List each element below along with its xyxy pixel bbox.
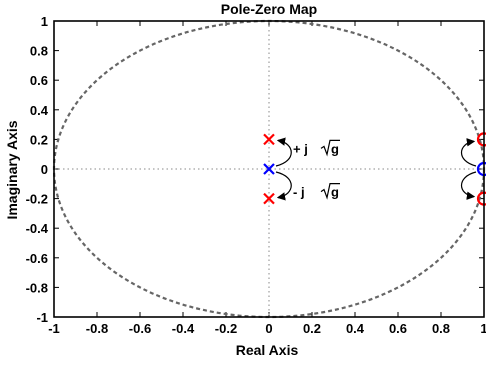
y-tick-label: -0.2	[26, 192, 48, 207]
zero-arrow-down	[462, 172, 477, 197]
annotation-sign: + j	[293, 141, 308, 156]
x-tick-label: -0.4	[172, 321, 195, 336]
x-tick-label: -0.6	[129, 321, 151, 336]
y-tick-label: 0.4	[30, 103, 49, 118]
y-tick-label: -1	[36, 310, 48, 325]
zero-arrow-up	[462, 141, 477, 166]
annotation-layer: + j g - j g	[276, 140, 476, 199]
y-tick-label: -0.6	[26, 251, 48, 266]
x-tick-label: 0.4	[346, 321, 365, 336]
annotation-plus-j-sqrt-g: + j g	[293, 140, 340, 156]
y-tick-label: -0.8	[26, 280, 48, 295]
y-tick-label: 0.8	[30, 44, 48, 59]
x-axis-label: Real Axis	[236, 342, 299, 358]
chart-title: Pole-Zero Map	[221, 1, 317, 17]
y-tick-label: 1	[41, 14, 48, 29]
x-tick-label: 1	[480, 321, 486, 336]
y-axis-label: Imaginary Axis	[4, 120, 20, 219]
pole-arrow-down	[276, 172, 291, 198]
y-tick-label: 0.2	[30, 132, 48, 147]
annotation-symbol: g	[331, 141, 339, 156]
x-tick-label: 0.2	[303, 321, 321, 336]
pole-arrow-up	[276, 140, 291, 166]
x-tick-label: 0.6	[389, 321, 407, 336]
x-tick-label: 0.8	[432, 321, 450, 336]
annotation-sign: - j	[293, 185, 305, 200]
x-tick-label: -0.8	[86, 321, 108, 336]
y-tick-label: 0.6	[30, 73, 48, 88]
annotation-symbol: g	[331, 185, 339, 200]
x-tick-label: -1	[48, 321, 60, 336]
y-tick-label: 0	[41, 162, 48, 177]
x-tick-label: -0.2	[215, 321, 237, 336]
x-tick-label: 0	[265, 321, 272, 336]
y-tick-label: -0.4	[26, 221, 49, 236]
